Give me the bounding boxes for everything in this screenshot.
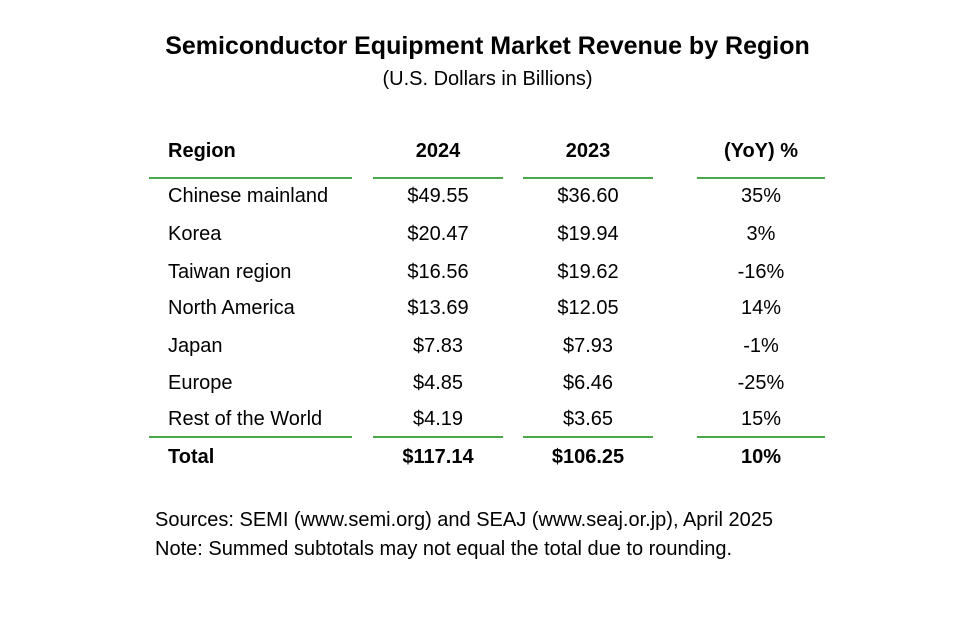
table-row-region: North America — [168, 297, 295, 319]
header-rule-2024 — [373, 177, 503, 179]
table-row-region: Korea — [168, 223, 222, 245]
table-row-2024: $20.47 — [407, 223, 469, 245]
total-row-yoy: 10% — [740, 446, 782, 468]
total-row-2024: $117.14 — [402, 446, 474, 468]
table-row-yoy: 3% — [746, 223, 776, 245]
table-row-region: Europe — [168, 372, 233, 394]
table-row-region: Japan — [168, 335, 223, 357]
table-subtitle: (U.S. Dollars in Billions) — [382, 68, 593, 90]
header-rule-yoy — [697, 177, 825, 179]
table-row-region: Chinese mainland — [168, 185, 329, 207]
rounding-note: Note: Summed subtotals may not equal the… — [155, 538, 733, 560]
header-2024: 2024 — [415, 140, 461, 162]
total-row-region: Total — [168, 446, 215, 468]
table-title: Semiconductor Equipment Market Revenue b… — [165, 32, 810, 60]
header-rule-region — [149, 177, 352, 179]
table-row-2024: $13.69 — [407, 297, 469, 319]
header-region: Region — [168, 140, 236, 162]
table-row-2023: $3.65 — [562, 408, 614, 430]
table-row-2023: $19.94 — [557, 223, 619, 245]
sources-note: Sources: SEMI (www.semi.org) and SEAJ (w… — [155, 509, 774, 531]
table-row-2023: $19.62 — [557, 261, 619, 283]
header-rule-2023 — [523, 177, 653, 179]
table-row-2024: $16.56 — [407, 261, 469, 283]
table-row-2024: $4.85 — [412, 372, 464, 394]
header-2023: 2023 — [565, 140, 611, 162]
table-row-2024: $4.19 — [412, 408, 464, 430]
table-row-2024: $7.83 — [412, 335, 464, 357]
table-row-yoy: -16% — [737, 261, 785, 283]
total-row-2023: $106.25 — [551, 446, 625, 468]
total-rule-2023 — [523, 436, 653, 438]
table-row-yoy: -1% — [743, 335, 779, 357]
table-row-2023: $6.46 — [562, 372, 614, 394]
total-rule-region — [149, 436, 352, 438]
total-rule-2024 — [373, 436, 503, 438]
table-row-region: Taiwan region — [168, 261, 292, 283]
table-row-yoy: 15% — [740, 408, 782, 430]
table-row-yoy: -25% — [737, 372, 785, 394]
table-row-region: Rest of the World — [168, 408, 323, 430]
table-row-2023: $7.93 — [562, 335, 614, 357]
table-row-yoy: 14% — [740, 297, 782, 319]
table-row-2024: $49.55 — [407, 185, 469, 207]
table-row-2023: $36.60 — [557, 185, 619, 207]
total-rule-yoy — [697, 436, 825, 438]
table-row-yoy: 35% — [740, 185, 782, 207]
header-yoy: (YoY) % — [723, 140, 799, 162]
table-row-2023: $12.05 — [557, 297, 619, 319]
